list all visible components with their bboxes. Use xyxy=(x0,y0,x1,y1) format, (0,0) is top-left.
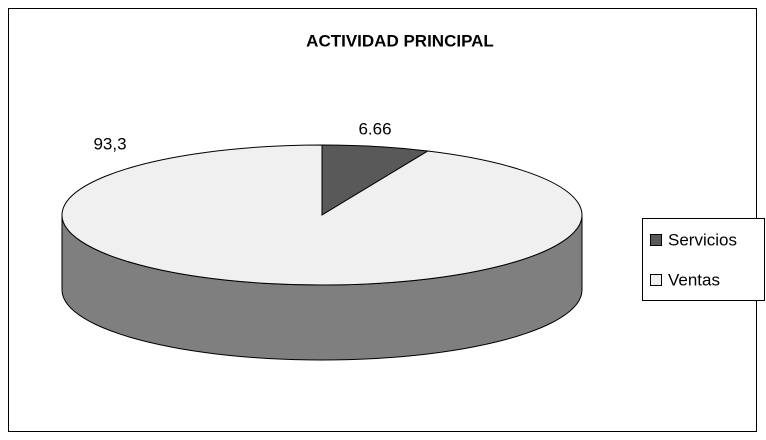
data-label: 93,3 xyxy=(93,134,126,153)
legend-label: Servicios xyxy=(668,230,737,249)
pie-slice xyxy=(321,144,430,216)
legend-swatch xyxy=(650,234,662,246)
legend-label: Ventas xyxy=(668,270,720,289)
legend-box xyxy=(642,218,765,301)
pie-slice xyxy=(61,144,583,286)
data-label: 6.66 xyxy=(358,119,391,138)
chart-title: ACTIVIDAD PRINCIPAL xyxy=(306,31,494,50)
legend-swatch xyxy=(650,274,662,286)
